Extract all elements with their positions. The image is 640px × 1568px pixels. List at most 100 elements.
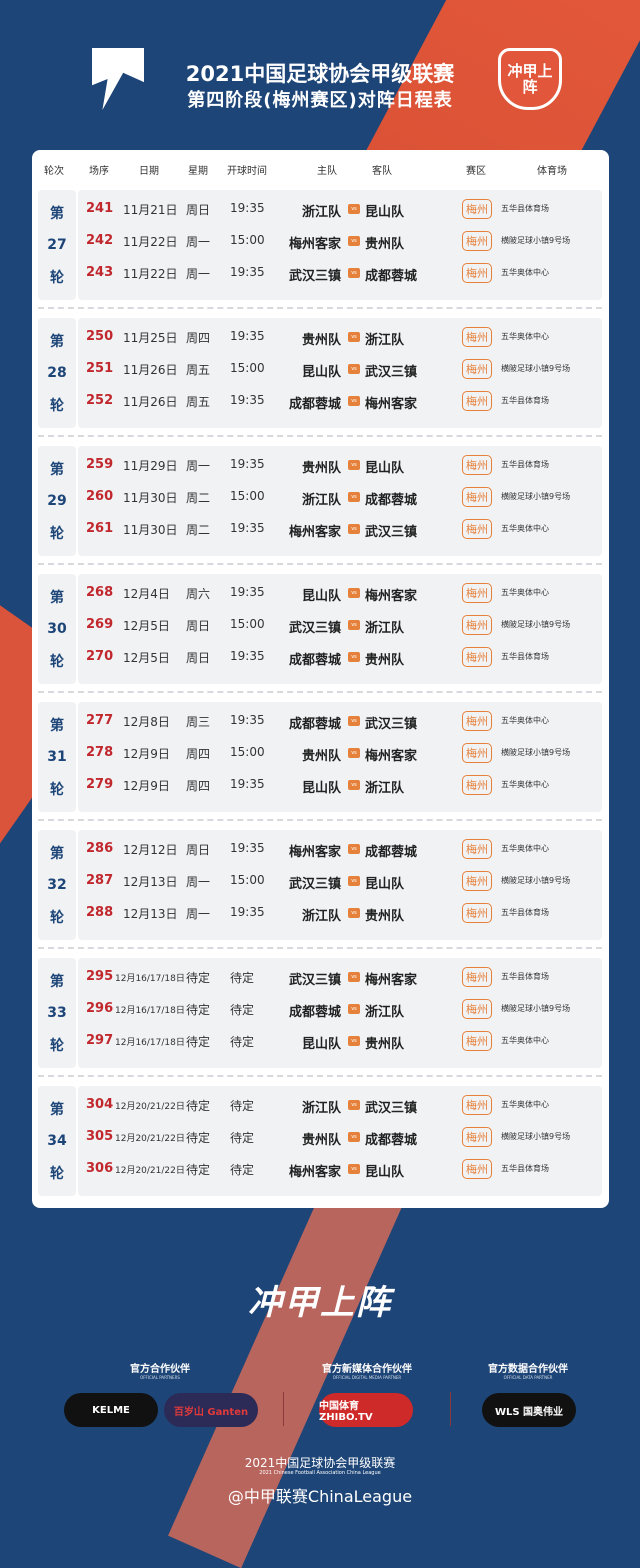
match-number: 241 [86, 201, 114, 216]
round-text: 29 [47, 493, 67, 509]
match-date: 11月26日 [123, 363, 178, 377]
match-number: 278 [86, 745, 114, 760]
vs-icon: vs [348, 204, 360, 214]
table-row: 286 12月12日 周日 19:35 梅州客家 vs 成都蓉城 梅州 五华奥体中心 [78, 837, 602, 861]
table-row: 241 11月21日 周日 19:35 浙江队 vs 昆山队 梅州 五华县体育场 [78, 197, 602, 221]
vs-icon: vs [348, 876, 360, 886]
match-weekday: 周五 [186, 363, 211, 377]
match-date: 12月13日 [123, 907, 178, 921]
column-header: 主队 [317, 166, 337, 177]
kickoff-time: 待定 [230, 1163, 255, 1177]
vs-icon: vs [348, 268, 360, 278]
home-team: 昆山队 [301, 365, 341, 380]
kickoff-time: 待定 [230, 1131, 255, 1145]
venue: 五华奥体中心 [501, 1036, 549, 1045]
zone-badge: 梅州 [462, 647, 492, 667]
vs-icon: vs [348, 972, 360, 982]
match-weekday: 待定 [186, 1099, 211, 1113]
round-text: 轮 [50, 1038, 64, 1054]
round-label: 第 34 轮 [38, 1086, 76, 1196]
zone-badge: 梅州 [462, 839, 492, 859]
partner-title-text: 官方合作伙伴 [130, 1364, 190, 1375]
round-text: 轮 [50, 910, 64, 926]
match-date: 11月22日 [123, 235, 178, 249]
away-team: 贵州队 [365, 1037, 405, 1052]
away-team: 昆山队 [365, 461, 405, 476]
home-team: 武汉三镇 [288, 877, 341, 892]
round-block: 第 30 轮 268 12月4日 周六 19:35 昆山队 vs 梅州客家 梅州 五华奥体中心 269 1… [38, 574, 602, 684]
kickoff-time: 15:00 [230, 745, 265, 759]
table-row: 270 12月5日 周日 19:35 成都蓉城 vs 贵州队 梅州 五华县体育场 [78, 645, 602, 669]
round-text: 第 [50, 718, 64, 734]
match-list: 268 12月4日 周六 19:35 昆山队 vs 梅州客家 梅州 五华奥体中心 269 12月5日… [78, 574, 602, 684]
round-label: 第 29 轮 [38, 446, 76, 556]
match-number: 270 [86, 649, 114, 664]
partner-title-text: 官方数据合作伙伴 [488, 1364, 568, 1375]
match-weekday: 待定 [186, 1163, 211, 1177]
match-weekday: 周一 [186, 235, 211, 249]
round-block: 第 28 轮 250 11月25日 周四 19:35 贵州队 vs 浙江队 梅州 五华奥体中心 251 1… [38, 318, 602, 428]
match-weekday: 待定 [186, 1035, 211, 1049]
slogan: 冲甲上阵 [248, 1283, 392, 1323]
home-team: 昆山队 [301, 781, 341, 796]
venue: 横陂足球小镇9号场 [501, 364, 571, 373]
zone-badge: 梅州 [462, 359, 492, 379]
match-weekday: 周一 [186, 907, 211, 921]
table-row: 278 12月9日 周四 15:00 贵州队 vs 梅州客家 梅州 横陂足球小镇9号场 [78, 741, 602, 765]
zone-badge: 梅州 [462, 519, 492, 539]
zone-badge: 梅州 [462, 871, 492, 891]
match-weekday: 周日 [186, 843, 211, 857]
table-row: 269 12月5日 周日 15:00 武汉三镇 vs 浙江队 梅州 横陂足球小镇9号场 [78, 613, 602, 637]
match-list: 277 12月8日 周三 19:35 成都蓉城 vs 武汉三镇 梅州 五华奥体中心 278 12月9… [78, 702, 602, 812]
home-team: 贵州队 [301, 1133, 341, 1148]
match-weekday: 周四 [186, 747, 211, 761]
round-label: 第 30 轮 [38, 574, 76, 684]
match-date: 12月5日 [123, 651, 170, 665]
venue: 五华奥体中心 [501, 1100, 549, 1109]
match-weekday: 待定 [186, 1131, 211, 1145]
zone-badge: 梅州 [462, 775, 492, 795]
column-header: 场序 [89, 166, 109, 177]
venue: 五华奥体中心 [501, 716, 549, 725]
match-weekday: 周四 [186, 331, 211, 345]
match-number: 268 [86, 585, 114, 600]
ganten-logo: 百岁山 Ganten [164, 1393, 258, 1427]
vs-icon: vs [348, 620, 360, 630]
zone-badge: 梅州 [462, 327, 492, 347]
kelme-logo: KELME [64, 1393, 158, 1427]
match-number: 259 [86, 457, 114, 472]
match-number: 250 [86, 329, 114, 344]
venue: 横陂足球小镇9号场 [501, 876, 571, 885]
round-block: 第 32 轮 286 12月12日 周日 19:35 梅州客家 vs 成都蓉城 梅州 五华奥体中心 28… [38, 830, 602, 940]
vs-icon: vs [348, 588, 360, 598]
home-team: 浙江队 [301, 909, 341, 924]
table-row: 243 11月22日 周一 19:35 武汉三镇 vs 成都蓉城 梅州 五华奥体中心 [78, 261, 602, 285]
round-text: 第 [50, 974, 64, 990]
zone-badge: 梅州 [462, 615, 492, 635]
match-weekday: 周一 [186, 875, 211, 889]
home-team: 浙江队 [301, 205, 341, 220]
match-number: 251 [86, 361, 114, 376]
away-team: 成都蓉城 [365, 845, 418, 860]
kickoff-time: 19:35 [230, 329, 265, 343]
round-block: 第 29 轮 259 11月29日 周一 19:35 贵州队 vs 昆山队 梅州 五华县体育场 260 1… [38, 446, 602, 556]
match-number: 242 [86, 233, 114, 248]
vs-icon: vs [348, 1164, 360, 1174]
away-team: 成都蓉城 [365, 269, 418, 284]
round-label: 第 32 轮 [38, 830, 76, 940]
match-date: 12月16/17/18日 [115, 1006, 185, 1016]
round-text: 28 [47, 365, 67, 381]
match-date: 11月21日 [123, 203, 178, 217]
match-weekday: 待定 [186, 1003, 211, 1017]
kickoff-time: 15:00 [230, 489, 265, 503]
header: 2021中国足球协会甲级联赛 第四阶段(梅州赛区)对阵日程表 冲甲上阵 [0, 0, 640, 150]
partner-subtitle: OFFICIAL DATA PARTNER [503, 1375, 553, 1380]
table-row: 304 12月20/21/22日 待定 待定 浙江队 vs 武汉三镇 梅州 五华奥体中心 [78, 1093, 602, 1117]
zone-badge: 梅州 [462, 999, 492, 1019]
media-partner-title: 官方新媒体合作伙伴 OFFICIAL DIGITAL MEDIA PARTNER [322, 1360, 412, 1380]
column-header: 客队 [372, 166, 392, 177]
away-team: 梅州客家 [365, 589, 418, 604]
round-label: 第 27 轮 [38, 190, 76, 300]
table-row: 259 11月29日 周一 19:35 贵州队 vs 昆山队 梅州 五华县体育场 [78, 453, 602, 477]
kickoff-time: 19:35 [230, 905, 265, 919]
